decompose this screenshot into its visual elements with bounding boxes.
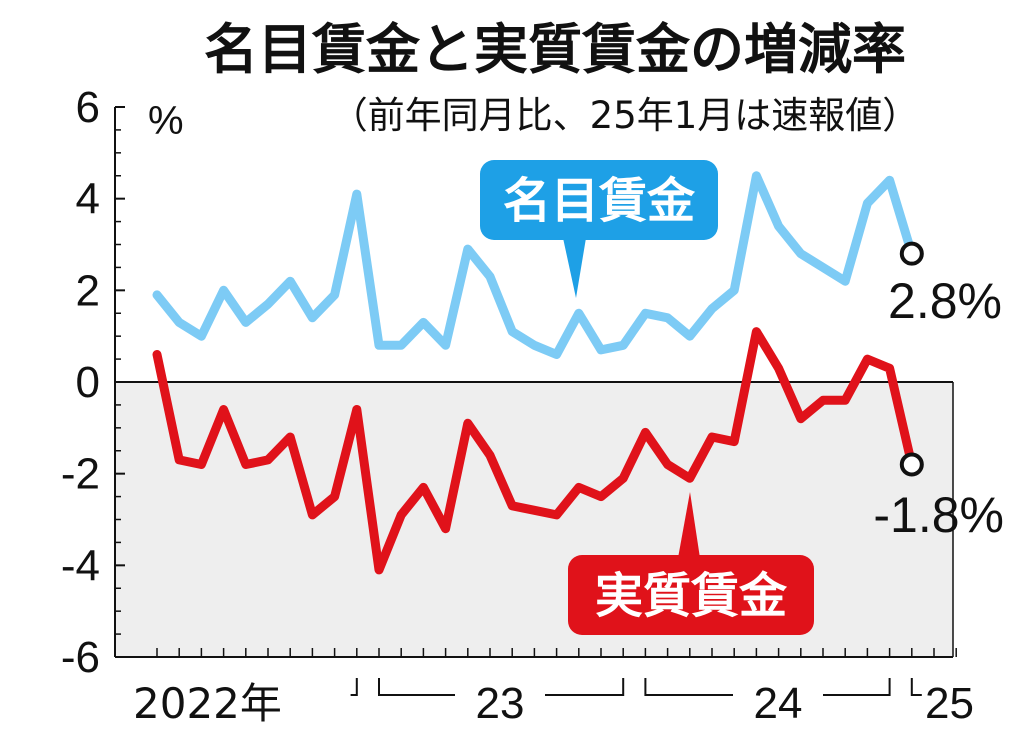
callout-box-nominal [480, 160, 718, 240]
y-axis-unit: % [148, 99, 184, 143]
y-tick-label: 0 [76, 358, 100, 407]
end-value-label-real: -1.8% [873, 487, 1004, 543]
y-tick-label: 4 [76, 175, 100, 224]
callout-pointer-nominal [563, 238, 586, 298]
end-value-label-nominal: 2.8% [888, 273, 1002, 329]
y-tick-label: 2 [76, 266, 100, 315]
bracket-gap-2024 [733, 672, 823, 722]
y-tick-label: 6 [76, 83, 100, 132]
chart-title: 名目賃金と実質賃金の増減率 [204, 18, 906, 81]
series-line-1 [152, 171, 917, 359]
callout-pointer-real [678, 492, 700, 558]
chart-subtitle: （前年同月比、25年1月は速報値） [331, 94, 920, 137]
y-tick-label: -2 [61, 450, 100, 499]
y-tick-label: -4 [61, 541, 100, 590]
x-label-2023: 23 [476, 679, 525, 728]
series-line-2 [152, 327, 917, 575]
callout-box-real [568, 555, 814, 635]
y-tick-label: -6 [61, 633, 100, 682]
x-label-2024: 24 [754, 679, 803, 728]
legend-label-real: 実質賃金 [595, 568, 788, 624]
series-end-marker-2 [899, 452, 924, 477]
negative-region-shade [115, 382, 953, 657]
bracket-2025 [910, 678, 922, 696]
x-label-2022: 2022年 [133, 679, 282, 728]
bracket-gap-2023 [455, 672, 545, 722]
x-label-2025: 25 [925, 679, 974, 728]
legend-label-nominal: 名目賃金 [503, 173, 696, 229]
series-end-marker-1 [899, 241, 924, 266]
bracket-2022 [350, 678, 358, 696]
